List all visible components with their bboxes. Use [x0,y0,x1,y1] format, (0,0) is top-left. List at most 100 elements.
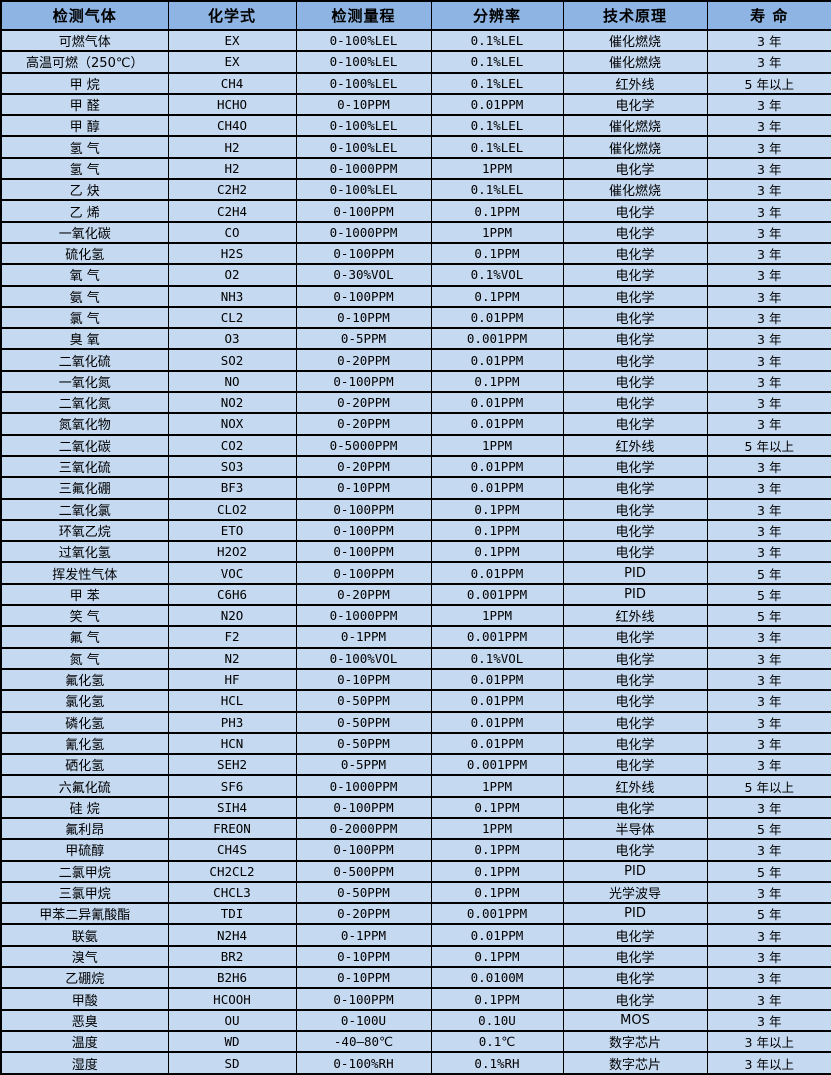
cell-principle: 电化学 [562,92,708,117]
cell-formula: HF [167,667,297,692]
cell-gas-name: 过氧化氢 [0,540,169,564]
table-row: 氢 气 H2 0-1000PPM 1PPM 电化学 3 年 [0,156,831,181]
cell-lifespan: 3 年 [706,944,831,969]
cell-lifespan: 5 年 [706,859,831,883]
cell-formula: H2 [167,156,297,181]
cell-principle: PID [562,561,708,585]
cell-lifespan: 3 年 [706,689,831,713]
cell-lifespan: 5 年以上 [706,433,831,457]
cell-principle: 红外线 [562,433,708,457]
cell-range: 0-100PPM [295,838,432,862]
cell-range: -40—80℃ [295,1029,432,1054]
cell-formula: CH4O [167,114,297,138]
cell-range: 0-20PPM [295,454,432,479]
cell-resolution: 0.01PPM [430,454,564,479]
cell-formula: B2H6 [167,966,297,990]
cell-formula: BR2 [167,944,297,969]
cell-formula: N2H4 [167,923,297,947]
table-row: 甲 醇 CH4O 0-100%LEL 0.1%LEL 催化燃烧 3 年 [0,114,831,138]
table-row: 氮氧化物 NOX 0-20PPM 0.01PPM 电化学 3 年 [0,412,831,436]
cell-resolution: 1PPM [430,604,564,628]
table-body: 可燃气体 EX 0-100%LEL 0.1%LEL 催化燃烧 3 年高温可燃（250℃） E… [0,28,831,1075]
cell-gas-name: 氧 气 [0,263,169,287]
cell-formula: CH4 [167,71,297,95]
cell-gas-name: 甲 醇 [0,114,169,138]
table-row: 磷化氢 PH3 0-50PPM 0.01PPM 电化学 3 年 [0,710,831,734]
cell-range: 0-5000PPM [295,433,432,457]
cell-range: 0-10PPM [295,92,432,117]
cell-resolution: 1PPM [430,816,564,841]
table-row: 三氧化硫 SO3 0-20PPM 0.01PPM 电化学 3 年 [0,454,831,479]
cell-principle: 催化燃烧 [562,50,708,74]
cell-lifespan: 3 年 [706,92,831,117]
cell-principle: 红外线 [562,604,708,628]
cell-gas-name: 联氨 [0,923,169,947]
cell-lifespan: 5 年 [706,561,831,585]
cell-range: 0-100%LEL [295,178,432,202]
cell-range: 0-500PPM [295,859,432,883]
column-header-formula: 化学式 [167,0,297,31]
cell-lifespan: 3 年以上 [706,1051,831,1075]
cell-formula: NO2 [167,391,297,415]
table-row: 二氧化碳 CO2 0-5000PPM 1PPM 红外线 5 年以上 [0,433,831,457]
cell-formula: CL2 [167,305,297,330]
cell-gas-name: 氨 气 [0,284,169,308]
cell-gas-name: 笑 气 [0,604,169,628]
table-row: 氰化氢 HCN 0-50PPM 0.01PPM 电化学 3 年 [0,731,831,756]
cell-principle: 催化燃烧 [562,114,708,138]
cell-resolution: 0.01PPM [430,391,564,415]
cell-gas-name: 氮 气 [0,646,169,670]
cell-resolution: 0.0100M [430,966,564,990]
cell-principle: 电化学 [562,540,708,564]
table-row: 一氧化碳 CO 0-1000PPM 1PPM 电化学 3 年 [0,220,831,244]
cell-range: 0-10PPM [295,305,432,330]
cell-lifespan: 3 年 [706,348,831,372]
cell-lifespan: 5 年以上 [706,71,831,95]
table-row: 湿度 SD 0-100%RH 0.1%RH 数字芯片 3 年以上 [0,1051,831,1075]
cell-principle: 电化学 [562,944,708,969]
cell-resolution: 0.1%LEL [430,28,564,53]
table-row: 氟 气 F2 0-1PPM 0.001PPM 电化学 3 年 [0,625,831,649]
cell-gas-name: 温度 [0,1029,169,1054]
cell-gas-name: 氮氧化物 [0,412,169,436]
cell-principle: 电化学 [562,923,708,947]
cell-resolution: 0.1%LEL [430,178,564,202]
cell-principle: 电化学 [562,753,708,777]
cell-lifespan: 3 年 [706,1008,831,1032]
cell-lifespan: 3 年 [706,305,831,330]
cell-gas-name: 一氧化碳 [0,220,169,244]
cell-resolution: 0.01PPM [430,348,564,372]
cell-resolution: 0.1PPM [430,540,564,564]
cell-gas-name: 恶臭 [0,1008,169,1032]
cell-lifespan: 3 年 [706,731,831,756]
cell-formula: C6H6 [167,582,297,607]
cell-resolution: 0.1PPM [430,880,564,905]
cell-formula: F2 [167,625,297,649]
cell-formula: N2O [167,604,297,628]
cell-range: 0-100PPM [295,284,432,308]
cell-lifespan: 3 年 [706,178,831,202]
cell-lifespan: 5 年以上 [706,774,831,798]
cell-range: 0-100%VOL [295,646,432,670]
cell-principle: 电化学 [562,284,708,308]
cell-formula: EX [167,50,297,74]
cell-gas-name: 环氧乙烷 [0,518,169,543]
cell-resolution: 0.1PPM [430,369,564,394]
cell-lifespan: 3 年 [706,263,831,287]
cell-resolution: 0.01PPM [430,710,564,734]
cell-lifespan: 3 年 [706,28,831,53]
cell-principle: 红外线 [562,774,708,798]
cell-range: 0-2000PPM [295,816,432,841]
table-row: 一氧化氮 NO 0-100PPM 0.1PPM 电化学 3 年 [0,369,831,394]
table-row: 氯化氢 HCL 0-50PPM 0.01PPM 电化学 3 年 [0,689,831,713]
table-row: 臭 氧 O3 0-5PPM 0.001PPM 电化学 3 年 [0,327,831,351]
cell-lifespan: 3 年 [706,220,831,244]
cell-principle: 红外线 [562,71,708,95]
cell-resolution: 0.1PPM [430,497,564,521]
cell-range: 0-30%VOL [295,263,432,287]
cell-gas-name: 氯 气 [0,305,169,330]
cell-lifespan: 3 年 [706,625,831,649]
cell-principle: 电化学 [562,710,708,734]
cell-range: 0-1000PPM [295,774,432,798]
cell-principle: 数字芯片 [562,1029,708,1054]
